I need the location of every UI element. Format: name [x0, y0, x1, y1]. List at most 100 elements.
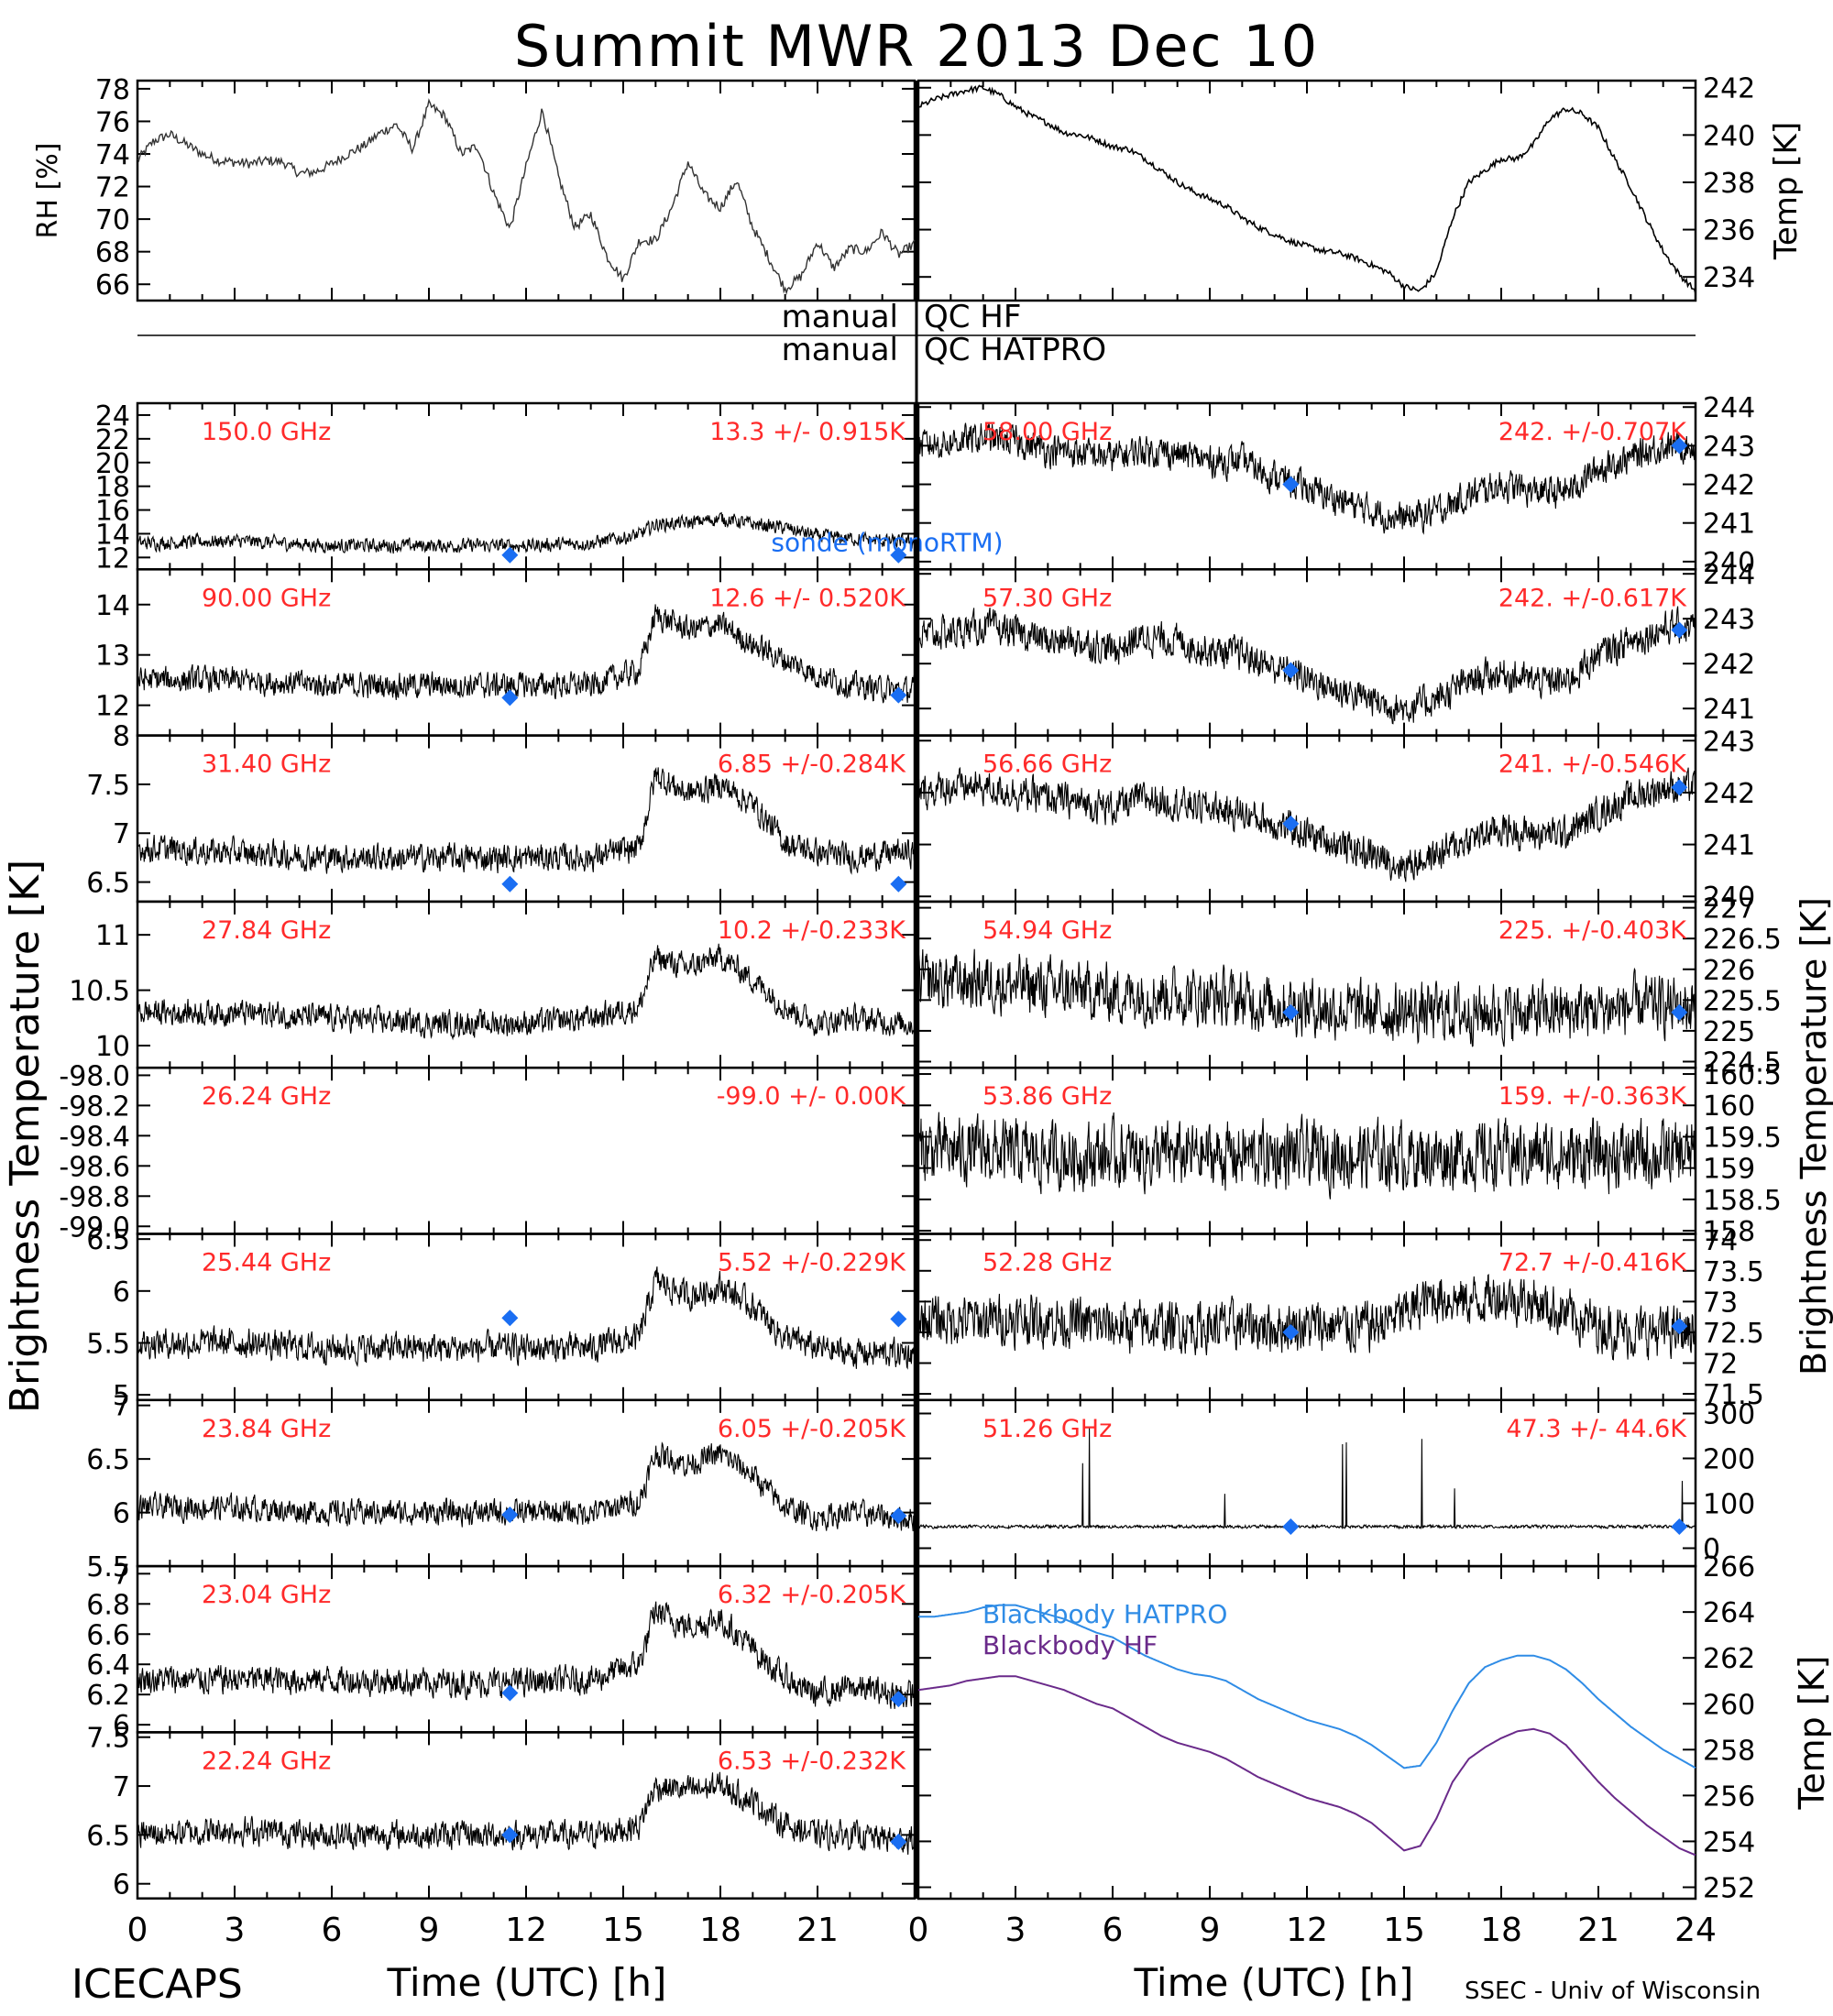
sonde-marker: [501, 1826, 519, 1844]
stats-label: 5.52 +/-0.229K: [718, 1249, 906, 1277]
footer-icecaps: ICECAPS: [71, 1961, 243, 2008]
panel-temp: 234 236 238 240 242 Temp [K]: [916, 73, 1805, 302]
left-ylabel: Brightness Temperature [K]: [2, 860, 49, 1413]
sonde-marker: [1671, 1003, 1688, 1021]
y-tick-label: 234: [1703, 262, 1755, 294]
qc-row-1-left: manual: [781, 299, 898, 335]
y-tick-label: 20: [95, 448, 130, 480]
x-tick-label-right: 0: [908, 1912, 929, 1949]
bt-trace: [137, 1266, 916, 1370]
x-tick-label-right: 18: [1480, 1912, 1522, 1949]
freq-label: 56.66 GHz: [982, 751, 1112, 779]
y-tick-label: 6.4: [86, 1649, 130, 1682]
y-tick-label: 78: [95, 74, 130, 106]
y-tick-label: 7: [113, 1391, 130, 1423]
bt-trace: [137, 1601, 916, 1709]
sonde-marker: [890, 546, 907, 564]
freq-label: 25.44 GHz: [202, 1249, 331, 1277]
sonde-marker: [1671, 437, 1688, 455]
y-tick-label: 159.5: [1703, 1122, 1782, 1154]
y-tick-label: 160: [1703, 1090, 1755, 1123]
y-tick-label: 262: [1703, 1643, 1755, 1675]
y-tick-label: 13: [95, 641, 130, 673]
sonde-marker: [501, 546, 519, 564]
y-tick-label: -99.0: [59, 1211, 130, 1244]
freq-label: 22.24 GHz: [202, 1747, 331, 1775]
rh-axis-label: RH [%]: [32, 143, 64, 239]
y-tick-label: 12: [95, 542, 130, 575]
y-tick-label: 160.5: [1703, 1059, 1782, 1091]
legend-entry: Blackbody HATPRO: [982, 1599, 1227, 1629]
freq-label: 53.86 GHz: [982, 1082, 1112, 1111]
y-tick-label: 6.6: [86, 1619, 130, 1651]
freq-label: 26.24 GHz: [202, 1082, 331, 1111]
y-tick-label: 240: [1703, 882, 1755, 914]
y-tick-label: -98.2: [59, 1090, 130, 1123]
bt-trace: [137, 1771, 916, 1855]
y-tick-label: -98.0: [59, 1060, 130, 1092]
bt-trace: [917, 1409, 1696, 1530]
y-tick-label: 242: [1703, 470, 1755, 502]
y-tick-label: 5.5: [86, 1551, 130, 1583]
x-tick-label-right: 3: [1005, 1912, 1026, 1949]
y-tick-label: 68: [95, 237, 130, 269]
y-tick-label: 18: [95, 472, 130, 504]
stats-label: 6.32 +/-0.205K: [718, 1581, 906, 1609]
sonde-marker: [1671, 621, 1688, 639]
freq-label: 23.04 GHz: [202, 1581, 331, 1609]
y-tick-label: 16: [95, 496, 130, 528]
sonde-marker: [1282, 1323, 1300, 1341]
x-tick-label-left: 3: [225, 1912, 246, 1949]
y-tick-label: 6: [113, 1276, 130, 1309]
y-tick-label: 240: [1703, 547, 1755, 579]
y-tick-label: 226.5: [1703, 924, 1782, 956]
stats-label: 6.05 +/-0.205K: [718, 1415, 906, 1443]
x-tick-label-right: 21: [1577, 1912, 1619, 1949]
qc-row-2-left: manual: [781, 332, 898, 368]
freq-label: 23.84 GHz: [202, 1415, 331, 1443]
sonde-marker: [890, 875, 907, 893]
blackbody-series: [917, 1675, 1696, 1857]
y-tick-label: 71.5: [1703, 1379, 1764, 1411]
stats-label: 225. +/-0.403K: [1498, 916, 1687, 945]
y-tick-label: 0: [1703, 1534, 1720, 1566]
bt-trace: [137, 767, 916, 875]
freq-label: 57.30 GHz: [982, 584, 1112, 612]
y-tick-label: -98.4: [59, 1121, 130, 1153]
y-tick-label: 6.5: [86, 1224, 130, 1256]
y-tick-label: 240: [1703, 120, 1755, 152]
stats-label: -99.0 +/- 0.00K: [717, 1082, 907, 1111]
y-tick-label: 10.5: [69, 976, 130, 1008]
y-tick-label: 260: [1703, 1689, 1755, 1721]
y-tick-label: 8: [113, 721, 130, 753]
sonde-marker: [501, 1506, 519, 1523]
y-tick-label: 256: [1703, 1780, 1755, 1813]
y-tick-label: 243: [1703, 604, 1755, 636]
y-tick-label: -98.8: [59, 1181, 130, 1213]
bt-trace: [917, 606, 1696, 725]
y-tick-label: 74: [1703, 1225, 1738, 1257]
y-tick-label: 6.5: [86, 868, 130, 900]
y-tick-label: 6.5: [86, 1444, 130, 1476]
bt-trace: [137, 511, 916, 554]
y-tick-label: 254: [1703, 1826, 1755, 1858]
page-title: Summit MWR 2013 Dec 10: [513, 13, 1320, 80]
bt-trace: [137, 943, 916, 1041]
stats-label: 72.7 +/-0.416K: [1498, 1249, 1687, 1277]
bt-trace: [137, 1441, 916, 1532]
panel-bt31: 6.5 7 7.5 8 31.40 GHz 6.85 +/-0.284K: [86, 721, 916, 904]
bt-trace: [137, 604, 916, 704]
y-tick-label: 258: [1703, 1735, 1755, 1767]
sonde-marker: [890, 1833, 907, 1850]
xlabel-right: Time (UTC) [h]: [1134, 1960, 1414, 2005]
y-tick-label: 238: [1703, 168, 1755, 200]
bt-trace: [917, 422, 1696, 535]
y-tick-label: 6.8: [86, 1589, 130, 1621]
x-tick-label-left: 21: [796, 1912, 839, 1949]
y-tick-label: 200: [1703, 1444, 1755, 1476]
blackbody-series: [918, 1604, 1696, 1769]
